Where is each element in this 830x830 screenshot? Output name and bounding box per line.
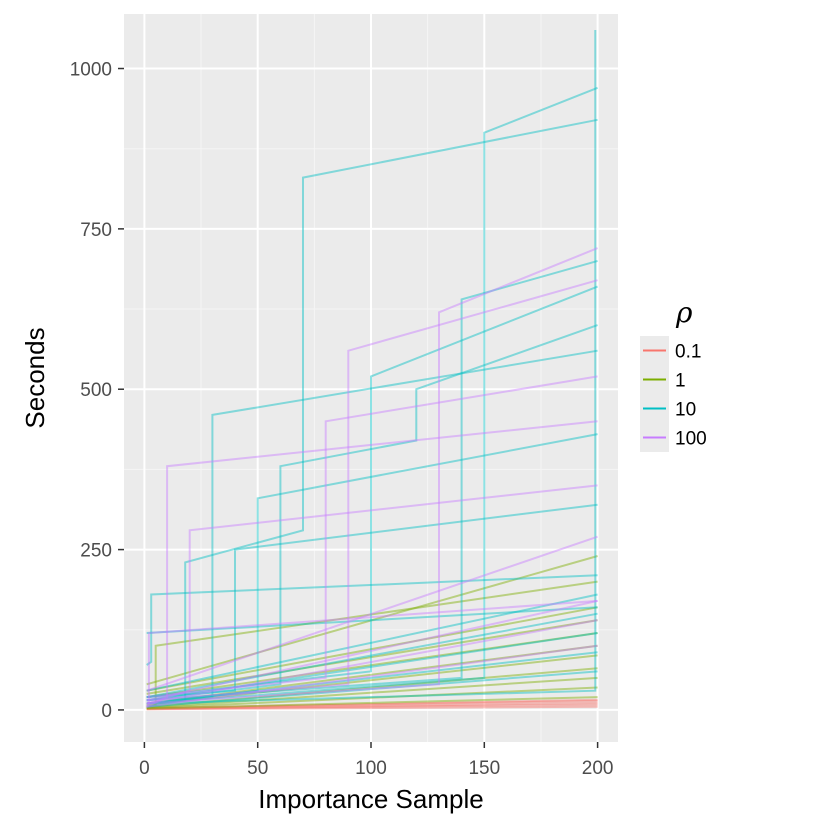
y-tick-label: 1000	[70, 60, 112, 81]
series-line	[146, 535, 598, 692]
x-axis-title: Importance Sample	[258, 784, 483, 814]
legend-label: 100	[675, 429, 707, 450]
series-line	[146, 644, 598, 708]
series-line	[146, 606, 598, 634]
series-line	[146, 667, 598, 708]
series-line	[146, 676, 598, 709]
series-line	[146, 599, 598, 702]
grid-major	[124, 14, 618, 742]
series-line	[146, 484, 598, 705]
series-line	[146, 701, 598, 711]
series-line	[146, 705, 598, 711]
series-line	[146, 670, 598, 708]
series-line	[146, 632, 598, 702]
legend-entry-100: 100	[640, 423, 707, 452]
series-line	[146, 259, 598, 702]
series-line	[146, 654, 598, 706]
series-line	[146, 644, 598, 705]
series-line	[146, 420, 598, 708]
series-line	[146, 375, 598, 699]
series-line	[146, 433, 598, 705]
series-line	[146, 580, 598, 708]
series-line	[146, 606, 598, 692]
y-tick-label: 750	[80, 220, 112, 241]
series-line	[146, 651, 598, 705]
legend-title: ρ	[675, 296, 693, 329]
series-line	[146, 593, 598, 692]
x-tick-label: 150	[468, 758, 500, 779]
x-tick-label: 0	[139, 758, 150, 779]
series-line	[145, 599, 598, 708]
legend-keys: 0.1 1 10 100	[640, 336, 707, 452]
series-line	[146, 349, 598, 705]
series-line	[146, 555, 598, 686]
legend-entry-10: 10	[640, 394, 696, 423]
series-line	[146, 30, 597, 705]
x-tick-label: 50	[247, 758, 268, 779]
series-line	[146, 703, 598, 710]
series-line	[146, 118, 598, 708]
legend-entry-1: 1	[640, 365, 686, 394]
y-tick-label: 0	[101, 701, 112, 722]
series-group-rho-10	[146, 30, 598, 708]
y-axis-title: Seconds	[20, 327, 50, 428]
y-tick-label: 250	[80, 541, 112, 562]
series-line	[146, 632, 598, 699]
y-tick-label: 500	[80, 380, 112, 401]
series-line	[146, 247, 598, 705]
axis-layer: 0 50 100 150 200 0 250 500 750 1000	[70, 60, 614, 779]
x-tick-label: 200	[582, 758, 614, 779]
x-tick-label: 100	[355, 758, 387, 779]
legend: ρ 0.1 1 10 100	[640, 296, 707, 452]
series-line	[146, 699, 598, 709]
legend-label: 0.1	[675, 342, 701, 363]
series-line	[146, 686, 598, 709]
series-layer	[145, 30, 598, 711]
legend-label: 1	[675, 371, 686, 392]
series-line	[146, 574, 598, 666]
series-line	[146, 503, 598, 699]
series-group-rho-0.1	[146, 698, 598, 711]
legend-entry-0.1: 0.1	[640, 336, 701, 365]
series-line	[146, 285, 598, 699]
series-line	[146, 619, 598, 705]
series-line	[146, 86, 598, 705]
series-group-rho-100	[145, 247, 598, 708]
series-line	[146, 696, 598, 710]
series-line	[146, 698, 598, 710]
legend-label: 10	[675, 400, 696, 421]
series-group-rho-1	[146, 555, 598, 710]
series-line	[146, 324, 598, 702]
series-line	[146, 612, 598, 699]
series-line	[146, 619, 598, 695]
series-line	[146, 279, 598, 702]
